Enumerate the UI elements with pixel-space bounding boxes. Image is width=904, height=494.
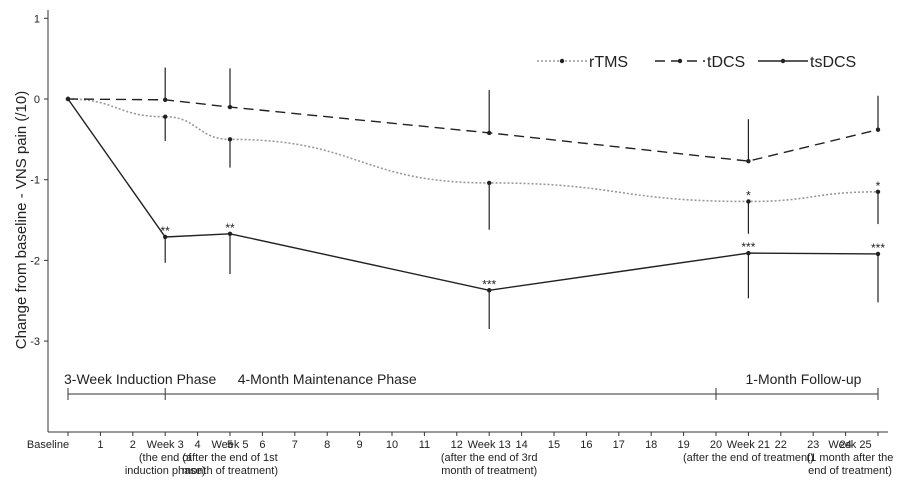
significance-star: * [876,179,881,193]
x-category-label: Baseline [27,439,69,451]
data-point-rtms [746,199,751,204]
x-tick-label: 1 [97,439,103,451]
phase-label: 3-Week Induction Phase [64,371,216,387]
x-category-label: Week 13 [468,439,511,451]
x-tick-label: 6 [259,439,265,451]
y-tick-label: 0 [34,94,40,106]
x-tick-label: 11 [419,439,430,451]
x-tick-label: 12 [451,439,463,451]
data-point-tdcs [227,104,233,110]
legend-label-tsdcs: tsDCS [810,54,856,71]
x-tick-label: 19 [677,439,689,451]
data-point-rtms [227,137,233,142]
x-tick-label: 4 [195,439,201,451]
data-point-tsdcs [65,96,71,102]
data-point-tsdcs [163,234,168,240]
phase-label: 1-Month Follow-up [746,371,862,387]
x-category-label: Week 25 [828,439,871,451]
series-line-tdcs [67,98,879,162]
x-category-label: (after the end of treatment) [683,452,814,464]
axes: 10-1-2-31 2 4 5 6 7 8 9 10 11 12 14 15 16 17 18 19 20 22 23… [27,10,894,477]
y-axis-label: Change from baseline - VNS pain (/10) [13,91,30,349]
data-point-tdcs [487,130,492,136]
data-point-tdcs [746,158,751,164]
x-tick-label: 7 [292,439,298,451]
x-tick-label: 8 [324,439,330,451]
error-bars [164,67,879,329]
x-tick-label: 15 [548,439,560,451]
significance-star: ** [225,221,235,235]
data-point-tdcs [875,127,881,132]
data-point-rtms [487,180,492,186]
significance-star: ** [161,224,171,238]
x-category-label: (1 month after the [807,452,894,464]
x-category-label: Week 21 [727,439,770,451]
significance-star: * [746,188,751,202]
x-tick-label: 18 [645,439,657,451]
phase-bar: 3-Week Induction Phase 4-Month Maintenanc… [64,371,879,400]
data-point-tsdcs [746,250,751,256]
significance-star: *** [871,241,885,255]
legend: rTMS tDCS tsDCS [537,54,856,71]
x-category-label: Week 5 [211,439,248,451]
legend-label-tdcs: tDCS [707,54,745,71]
y-tick-label: -2 [30,255,40,267]
y-tick-label: -1 [30,175,40,187]
x-category-label: (after the end of 3rd [441,452,538,464]
x-tick-label: 5 [227,439,233,451]
phase-label: 4-Month Maintenance Phase [238,371,417,387]
data-point-tsdcs [487,288,492,293]
x-tick-label: 9 [357,439,363,451]
y-tick-label: -3 [30,336,40,348]
x-category-label: month of treatment) [441,465,537,477]
series-lines [67,98,879,291]
x-tick-label: 10 [386,439,398,451]
data-points [65,96,881,293]
x-tick-label: 23 [807,439,819,451]
legend-marker [677,58,683,64]
x-category-label: (the end of [139,452,193,464]
x-category-label: (after the end of 1st [182,452,277,464]
data-point-tdcs [163,97,168,103]
data-point-tsdcs [875,251,881,257]
data-point-rtms [875,189,881,195]
x-tick-label: 20 [710,439,722,451]
series-line-tsdcs [67,98,879,291]
x-category-label: Week 3 [147,439,184,451]
x-tick-label: 17 [613,439,625,451]
x-tick-label: 2 [130,439,136,451]
legend-marker [559,58,565,64]
x-category-label: month of treatment) [182,465,278,477]
x-tick-label: 24 [839,439,851,451]
y-tick-label: 1 [34,13,40,25]
series-line-rtms [67,98,879,203]
x-tick-label: 22 [775,439,787,451]
x-category-label: end of treatment) [808,465,892,477]
significance-markers: **** ******** *** [161,179,886,291]
significance-star: *** [741,240,755,254]
data-point-rtms [163,114,168,119]
x-tick-label: 16 [580,439,592,451]
legend-marker [780,58,786,64]
data-point-tsdcs [227,231,233,236]
legend-label-rtms: rTMS [589,54,628,71]
x-tick-label: 14 [515,439,527,451]
significance-star: *** [482,277,496,291]
x-category-label: induction phase) [125,465,206,477]
